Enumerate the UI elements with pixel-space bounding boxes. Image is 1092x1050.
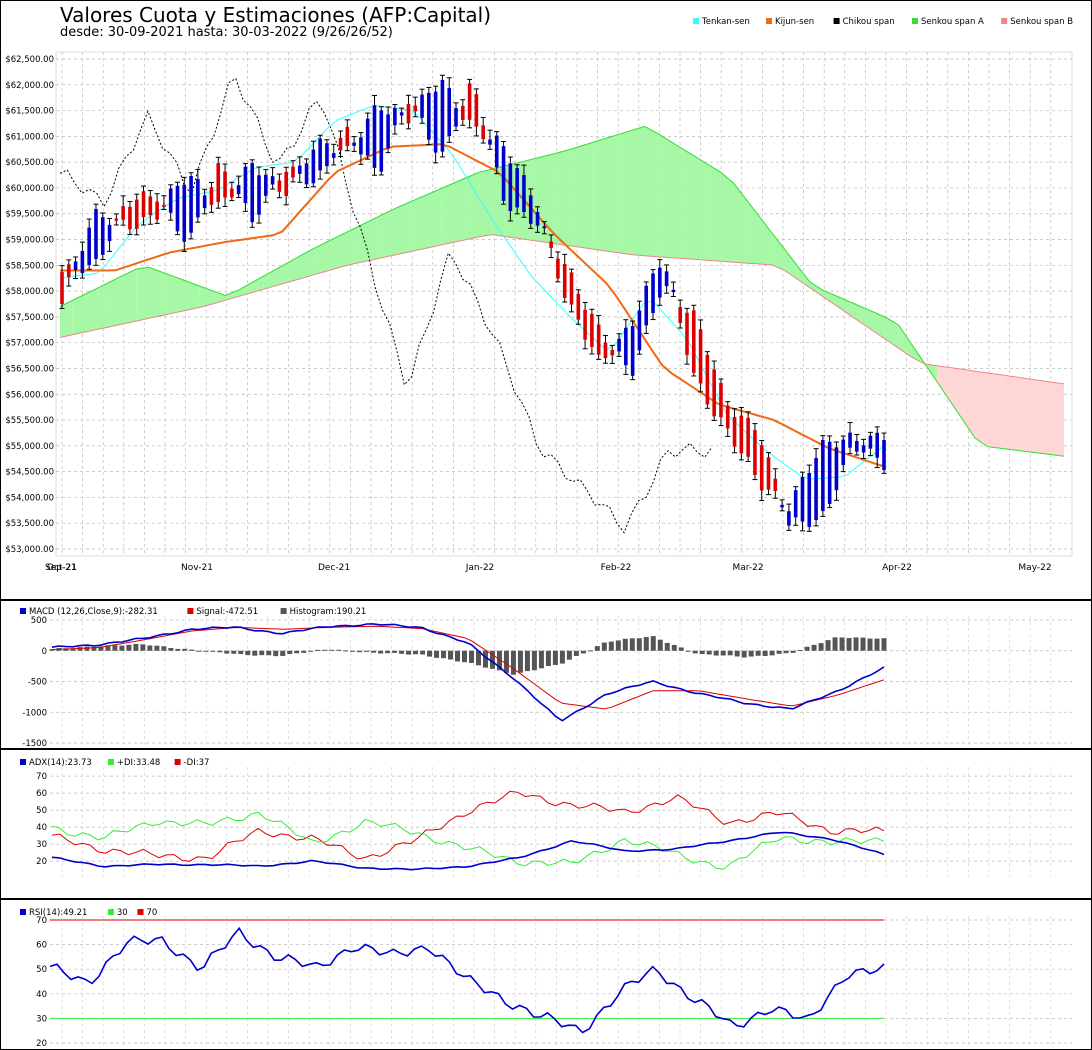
chart-title: Valores Cuota y Estimaciones (AFP:Capita… [60,3,492,27]
panel-divider [0,748,1092,750]
panel-divider [0,599,1092,601]
chart-subtitle: desde: 30-09-2021 hasta: 30-03-2022 (9/2… [60,25,393,40]
panel-divider [0,898,1092,900]
